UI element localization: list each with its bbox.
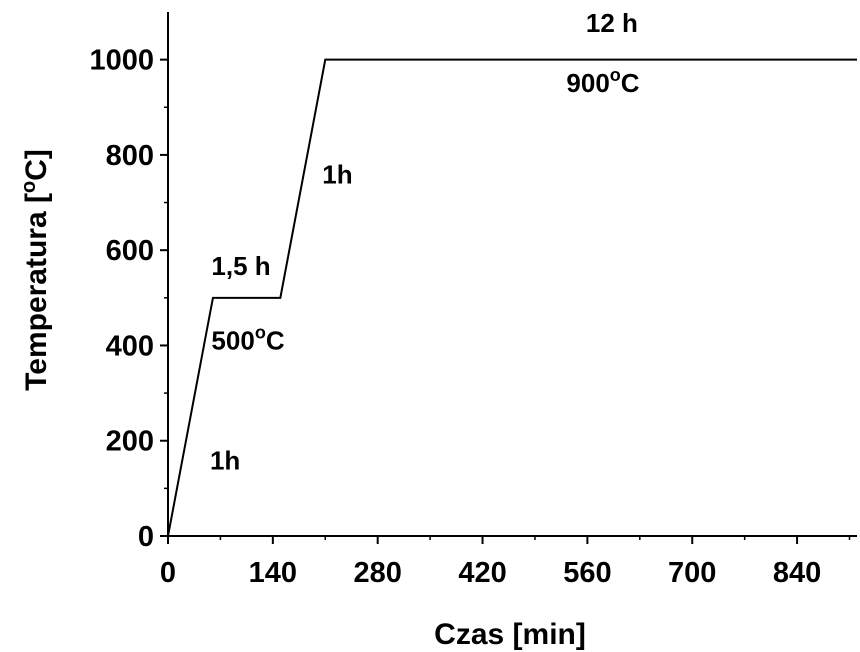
annotation-ramp2: 1h [322, 159, 352, 189]
y-tick-label: 600 [106, 235, 154, 267]
y-axis-ticks: 0 200 400 600 800 1000 [89, 45, 168, 553]
y-axis-title-end: C] [20, 149, 53, 181]
series-layer [167, 58, 857, 537]
annotation-hold2-temp: 900oC [566, 65, 639, 98]
y-axis-title-sup: o [18, 181, 40, 193]
x-axis-title: Czas [min] [434, 618, 586, 651]
y-tick-label: 0 [138, 521, 154, 553]
y-axis-title-main: Temperatura [ [20, 193, 53, 391]
annotation-hold2-time: 12 h [586, 8, 638, 38]
temperature-profile-line [167, 58, 857, 537]
x-tick-label: 280 [354, 557, 402, 589]
x-axis-ticks: 0 140 280 420 560 700 840 [160, 536, 851, 589]
y-tick-label: 1000 [89, 45, 154, 77]
annotation-hold1-time: 1,5 h [211, 251, 270, 281]
x-tick-label: 0 [160, 557, 176, 589]
y-axis-title: Temperatura [oC] [18, 149, 53, 391]
annotations-layer: 1h 1,5 h 500oC 1h 12 h 900oC [210, 8, 640, 475]
y-tick-label: 200 [106, 426, 154, 458]
plot-area [167, 12, 857, 537]
x-tick-label: 560 [563, 557, 611, 589]
annotation-ramp1: 1h [210, 445, 240, 475]
x-tick-label: 420 [458, 557, 506, 589]
x-tick-label: 140 [249, 557, 297, 589]
annotation-hold1-temp: 500oC [211, 322, 284, 355]
x-tick-label: 700 [668, 557, 716, 589]
y-tick-label: 400 [106, 330, 154, 362]
x-tick-label: 840 [773, 557, 821, 589]
y-tick-label: 800 [106, 140, 154, 172]
